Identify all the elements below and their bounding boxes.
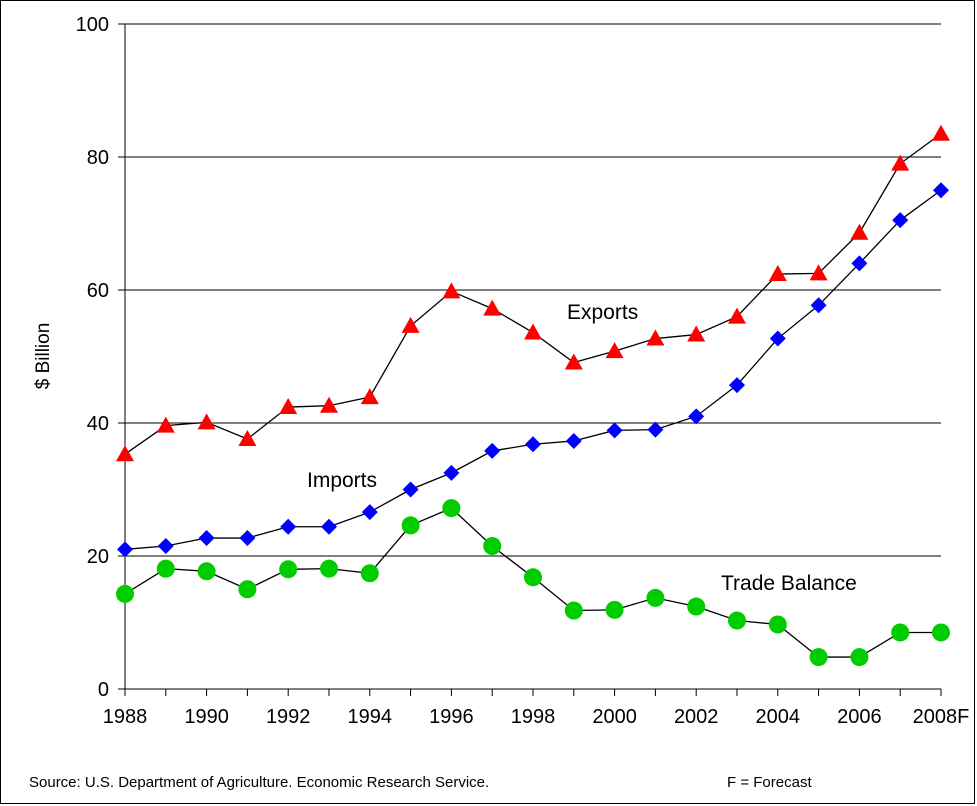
point-exports-1992	[279, 398, 298, 415]
y-tick-label-0: 0	[98, 679, 109, 701]
point-exports-2003	[728, 307, 746, 324]
point-trade-balance-1991	[238, 580, 257, 599]
series-group	[116, 124, 950, 667]
x-tick-label-1994: 1994	[348, 706, 393, 728]
x-tick-label-1990: 1990	[184, 706, 229, 728]
point-exports-1995	[401, 316, 420, 333]
point-imports-1991	[239, 530, 256, 547]
axes	[118, 23, 942, 696]
x-tick-label-2000: 2000	[592, 706, 637, 728]
point-exports-1996	[442, 282, 461, 299]
point-trade-balance-2000	[605, 600, 624, 619]
point-imports-2005	[810, 297, 827, 314]
point-exports-1989	[156, 416, 175, 433]
point-imports-2008F	[933, 182, 949, 199]
point-exports-1994	[360, 388, 379, 405]
point-trade-balance-2002	[687, 597, 706, 616]
point-imports-2002	[688, 408, 705, 425]
point-imports-1994	[361, 504, 378, 521]
x-tick-label-2004: 2004	[756, 706, 801, 728]
series-annotations: Exports Imports Trade Balance	[307, 301, 857, 595]
point-exports-2001	[646, 329, 665, 346]
point-exports-1993	[320, 396, 338, 413]
point-imports-1999	[565, 432, 582, 449]
y-tick-labels: 0 20 40 60 80 100	[76, 14, 109, 701]
point-trade-balance-1999	[564, 601, 583, 620]
point-trade-balance-1993	[320, 559, 338, 578]
point-trade-balance-1994	[360, 564, 379, 583]
point-trade-balance-2005	[809, 648, 828, 667]
y-tick-label-20: 20	[87, 546, 109, 568]
grid-lines	[125, 23, 941, 557]
point-exports-1990	[197, 413, 216, 430]
point-trade-balance-1989	[156, 559, 175, 578]
x-tick-labels: 1988 1990 1992 1994 1996 1998 2000 2002 2004 2006…	[103, 706, 970, 728]
x-tick-label-1996: 1996	[429, 706, 474, 728]
point-trade-balance-1996	[442, 499, 461, 518]
point-exports-2002	[687, 325, 706, 342]
x-tick-label-1988: 1988	[103, 706, 148, 728]
annotation-trade-balance: Trade Balance	[721, 572, 857, 595]
series-imports	[117, 182, 949, 558]
series-trade-balance	[116, 499, 950, 667]
point-trade-balance-1997	[483, 537, 502, 556]
point-imports-1996	[443, 464, 460, 481]
point-trade-balance-1995	[401, 516, 420, 535]
y-axis-label: $ Billion	[33, 323, 54, 390]
point-imports-2000	[606, 422, 623, 439]
annotation-imports: Imports	[307, 469, 377, 492]
point-trade-balance-1992	[279, 560, 298, 579]
x-tick-label-2008F: 2008F	[913, 706, 970, 728]
point-exports-2007	[891, 154, 910, 171]
point-exports-1997	[483, 299, 502, 316]
point-imports-2004	[769, 330, 786, 347]
point-exports-2008F	[932, 124, 950, 141]
series-exports	[116, 124, 950, 462]
point-trade-balance-2001	[646, 588, 665, 607]
series-line-exports	[124, 133, 942, 455]
point-imports-1997	[484, 442, 501, 459]
point-imports-1995	[402, 481, 419, 498]
point-imports-1992	[280, 518, 297, 535]
point-imports-1990	[198, 530, 215, 547]
x-tick-label-2002: 2002	[674, 706, 719, 728]
y-tick-label-80: 80	[87, 147, 109, 169]
y-tick-label-100: 100	[76, 14, 109, 36]
point-trade-balance-1988	[116, 584, 134, 603]
point-trade-balance-2004	[768, 615, 787, 634]
x-tick-label-1998: 1998	[511, 706, 556, 728]
x-tick-label-1992: 1992	[266, 706, 311, 728]
point-trade-balance-2003	[728, 611, 746, 630]
point-trade-balance-2007	[891, 623, 910, 642]
forecast-note: F = Forecast	[727, 774, 812, 791]
point-exports-2000	[605, 342, 624, 359]
y-tick-label-60: 60	[87, 280, 109, 302]
point-trade-balance-1990	[197, 562, 216, 581]
point-imports-1993	[321, 518, 337, 535]
series-line-imports	[124, 189, 942, 550]
point-trade-balance-2008F	[932, 623, 950, 642]
source-note: Source: U.S. Department of Agriculture. …	[29, 774, 490, 791]
point-exports-2005	[809, 264, 828, 281]
point-imports-1988	[117, 541, 133, 558]
point-trade-balance-1998	[524, 568, 542, 587]
point-imports-2007	[892, 212, 909, 229]
point-imports-2001	[647, 421, 664, 438]
point-imports-2003	[729, 377, 745, 394]
point-exports-2006	[850, 223, 869, 240]
point-exports-1991	[238, 429, 257, 446]
y-tick-label-40: 40	[87, 413, 109, 435]
point-trade-balance-2006	[850, 648, 869, 667]
point-exports-2004	[768, 265, 787, 282]
point-exports-1998	[524, 323, 542, 340]
point-exports-1988	[116, 445, 134, 462]
point-imports-2006	[851, 255, 868, 272]
point-imports-1989	[157, 538, 174, 555]
annotation-exports: Exports	[567, 301, 638, 324]
point-exports-1999	[564, 353, 583, 370]
x-tick-label-2006: 2006	[837, 706, 882, 728]
point-imports-1998	[525, 436, 541, 453]
